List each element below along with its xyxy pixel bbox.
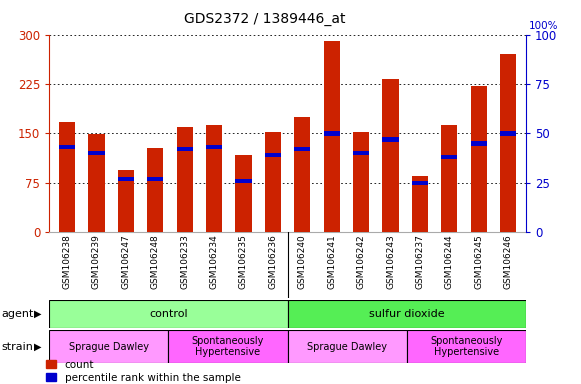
Bar (324, 41, 340, 232)
Text: Sprague Dawley: Sprague Dawley (307, 341, 387, 352)
Text: GSM106235: GSM106235 (239, 234, 248, 289)
Bar (294, 117, 310, 232)
Bar (235, 179, 252, 183)
Bar (59, 122, 75, 232)
Bar (441, 125, 457, 232)
Bar (353, 132, 369, 232)
Text: GDS2372 / 1389446_at: GDS2372 / 1389446_at (184, 12, 345, 25)
Text: agent: agent (2, 309, 34, 319)
Text: GSM106237: GSM106237 (415, 234, 425, 289)
Text: strain: strain (2, 341, 34, 352)
Text: GSM106241: GSM106241 (327, 234, 336, 289)
Text: Sprague Dawley: Sprague Dawley (69, 341, 149, 352)
Text: 100%: 100% (529, 21, 558, 31)
Text: GSM106239: GSM106239 (92, 234, 101, 289)
Bar (147, 177, 163, 181)
Text: GSM106240: GSM106240 (298, 234, 307, 289)
Bar (353, 151, 369, 156)
FancyBboxPatch shape (288, 300, 526, 328)
Text: GSM106246: GSM106246 (504, 234, 512, 289)
FancyBboxPatch shape (288, 330, 407, 363)
Bar (88, 151, 105, 156)
Text: GSM106238: GSM106238 (63, 234, 71, 289)
Bar (500, 131, 517, 136)
Bar (206, 145, 222, 149)
Text: GSM106234: GSM106234 (210, 234, 218, 289)
Text: GSM106243: GSM106243 (386, 234, 395, 289)
Bar (471, 141, 487, 146)
Bar (118, 177, 134, 181)
FancyBboxPatch shape (49, 330, 168, 363)
Bar (500, 55, 517, 232)
FancyBboxPatch shape (168, 330, 288, 363)
Bar (206, 125, 222, 232)
Bar (324, 131, 340, 136)
Bar (441, 155, 457, 159)
Bar (177, 127, 193, 232)
Text: ▶: ▶ (34, 309, 41, 319)
Legend: count, percentile rank within the sample: count, percentile rank within the sample (46, 359, 241, 382)
Text: ▶: ▶ (34, 341, 41, 352)
Bar (382, 137, 399, 142)
Bar (235, 154, 252, 232)
Bar (265, 153, 281, 157)
Text: control: control (149, 309, 188, 319)
Text: sulfur dioxide: sulfur dioxide (369, 309, 444, 319)
Bar (412, 181, 428, 185)
Bar (265, 132, 281, 232)
Bar (412, 176, 428, 232)
Text: GSM106242: GSM106242 (357, 234, 365, 289)
FancyBboxPatch shape (407, 330, 526, 363)
Bar (177, 147, 193, 151)
Text: GSM106248: GSM106248 (150, 234, 160, 289)
Bar (382, 79, 399, 232)
FancyBboxPatch shape (49, 300, 288, 328)
Bar (147, 148, 163, 232)
Bar (294, 147, 310, 151)
Text: GSM106247: GSM106247 (121, 234, 130, 289)
Text: GSM106236: GSM106236 (268, 234, 277, 289)
Text: GSM106244: GSM106244 (445, 234, 454, 289)
Text: Spontaneously
Hypertensive: Spontaneously Hypertensive (430, 336, 503, 358)
Bar (471, 86, 487, 232)
Text: GSM106233: GSM106233 (180, 234, 189, 289)
Bar (118, 170, 134, 232)
Bar (59, 145, 75, 149)
Text: Spontaneously
Hypertensive: Spontaneously Hypertensive (192, 336, 264, 358)
Text: GSM106245: GSM106245 (474, 234, 483, 289)
Bar (88, 134, 105, 232)
